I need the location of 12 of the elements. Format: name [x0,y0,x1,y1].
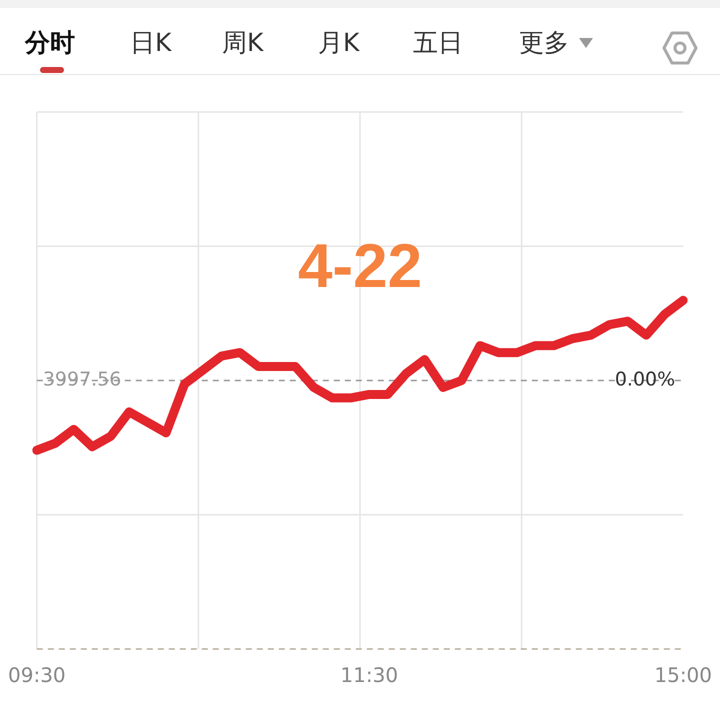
text: 五日 [413,27,463,59]
x-tick-label: 09:30 [8,663,66,688]
text: 日K [130,27,172,59]
text: 分时 [25,27,75,59]
x-tick-label: 15:00 [654,663,712,688]
text: 月K [318,27,360,59]
annotation: 0.00% [614,368,676,390]
text: 周K [222,27,264,59]
chart-title: 4-22 [298,232,422,302]
x-tick-label: 11:30 [340,663,398,688]
annotation: 3997.56 [42,368,122,390]
text: 更多 [519,27,569,59]
